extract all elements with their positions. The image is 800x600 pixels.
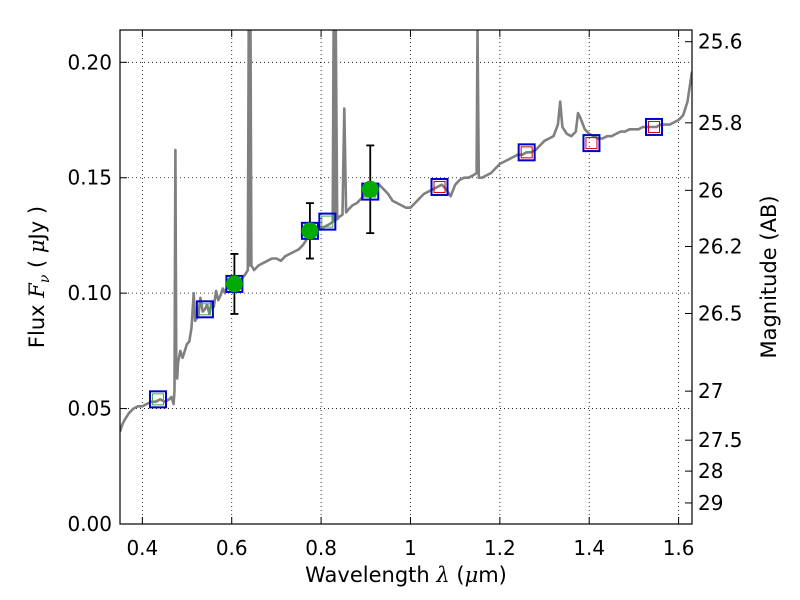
y-axis-label-unit-open: (: [25, 253, 49, 275]
x-axis-label-prefix: Wavelength: [305, 563, 436, 587]
y-tick-label: 0.20: [67, 50, 112, 74]
x-tick-label: 1.4: [573, 536, 605, 560]
x-axis-label: Wavelength λ (μm): [305, 563, 507, 587]
synthetic-photometry-inner: [433, 180, 446, 193]
model-spectrum-layer: [120, 30, 692, 433]
y2-tick-label: 25.6: [698, 30, 743, 54]
synthetic-photometry-inner: [198, 303, 211, 316]
x-tick-label: 0.8: [305, 536, 337, 560]
synthetic-photometry-inner: [520, 146, 533, 159]
observed-photometry-point: [301, 222, 319, 240]
y-tick-label: 0.10: [67, 281, 112, 305]
y2-tick-label: 26.5: [698, 301, 743, 325]
synthetic-photometry-inner: [321, 215, 334, 228]
model-spectrum-line: [120, 30, 692, 433]
synthetic-photometry-inner: [585, 137, 598, 150]
y2-tick-label: 28: [698, 459, 723, 483]
y-tick-label: 0.05: [67, 397, 112, 421]
y-axis-label-prefix: Flux: [25, 298, 49, 348]
y-axis-label-unit-rest: Jy ): [25, 206, 49, 242]
y2-tick-label: 27.5: [698, 428, 743, 452]
y-tick-label: 0.15: [67, 166, 112, 190]
y-axis-label-unit-mu: μ: [25, 239, 49, 253]
axis-ticks: 0.4 0.6 0.8 1 1.2 1.4 1.6 0.00 0.05 0.10 0.15 0.20 2…: [67, 30, 742, 560]
x-tick-label: 1.2: [484, 536, 516, 560]
plot-frame: [119, 29, 693, 525]
y-axis-label: Flux Fν ( μJy ): [25, 206, 53, 348]
synthetic-photometry-square: [195, 300, 214, 319]
observed-photometry-point: [361, 180, 379, 198]
x-axis-label-unit-mu: μ: [465, 563, 479, 587]
x-tick-label: 1: [404, 536, 417, 560]
photometry-layer: [148, 117, 664, 409]
y-axis-label-symbol: F: [25, 282, 49, 299]
synthetic-photometry-square: [645, 117, 664, 136]
synthetic-photometry-inner: [151, 393, 164, 406]
grid-lines: [120, 30, 692, 525]
synthetic-photometry-square: [582, 134, 601, 153]
x-tick-label: 0.4: [126, 536, 158, 560]
y-axis-label-sub: ν: [37, 274, 53, 283]
synthetic-photometry-inner: [648, 120, 661, 133]
x-axis-label-unit-rest: m): [478, 563, 507, 587]
y2-tick-label: 26: [698, 178, 723, 202]
y2-tick-label: 27: [698, 379, 723, 403]
y-tick-label: 0.00: [67, 512, 112, 536]
y2-axis-label: Magnitude (AB): [757, 195, 781, 358]
synthetic-photometry-square: [517, 143, 536, 162]
synthetic-photometry-square: [430, 177, 449, 196]
observed-photometry-point: [225, 275, 243, 293]
y2-tick-label: 26.2: [698, 234, 743, 258]
y2-tick-label: 29: [698, 491, 723, 515]
plot-area: [120, 30, 692, 433]
x-tick-label: 0.6: [216, 536, 248, 560]
synthetic-photometry-square: [148, 390, 167, 409]
x-axis-label-symbol: λ: [435, 563, 449, 587]
x-tick-label: 1.6: [663, 536, 695, 560]
y2-tick-label: 25.8: [698, 111, 743, 135]
x-axis-label-unit-open: (: [450, 563, 465, 587]
synthetic-photometry-square: [318, 212, 337, 231]
